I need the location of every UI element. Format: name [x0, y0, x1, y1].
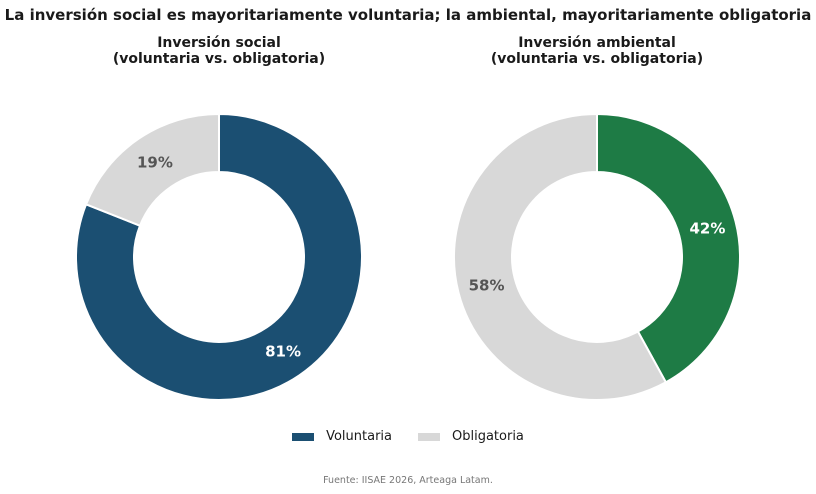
legend-label-voluntaria: Voluntaria	[326, 429, 392, 444]
social-slice-label-obligatoria: 19%	[137, 154, 173, 172]
social-chart-subtitle: Inversión social (voluntaria vs. obligat…	[69, 35, 369, 67]
legend-swatch-voluntaria	[292, 432, 315, 441]
legend-item-voluntaria: Voluntaria	[292, 429, 392, 444]
chart-title: La inversión social es mayoritariamente …	[4, 6, 812, 24]
social-slice-label-voluntaria: 81%	[265, 342, 301, 360]
legend-item-obligatoria: Obligatoria	[418, 429, 524, 444]
legend-label-obligatoria: Obligatoria	[452, 429, 524, 444]
environmental-slice-voluntaria	[596, 112, 741, 384]
environmental-chart-subtitle: Inversión ambiental (voluntaria vs. obli…	[447, 35, 747, 67]
environmental-slice-label-voluntaria: 42%	[689, 220, 725, 238]
source-note: Fuente: IISAE 2026, Arteaga Latam.	[323, 475, 493, 486]
social-subtitle-line1: Inversión social	[157, 35, 281, 51]
legend: Voluntaria Obligatoria	[0, 429, 816, 444]
environmental-subtitle-line2: (voluntaria vs. obligatoria)	[490, 51, 704, 67]
social-slice-voluntaria	[75, 112, 363, 401]
social-slice-obligatoria	[84, 112, 220, 228]
environmental-slice-obligatoria	[453, 112, 668, 401]
environmental-slice-label-obligatoria: 58%	[469, 276, 505, 294]
social-subtitle-line2: (voluntaria vs. obligatoria)	[112, 51, 326, 67]
legend-swatch-obligatoria	[418, 432, 440, 441]
environmental-subtitle-line1: Inversión ambiental	[518, 35, 676, 51]
